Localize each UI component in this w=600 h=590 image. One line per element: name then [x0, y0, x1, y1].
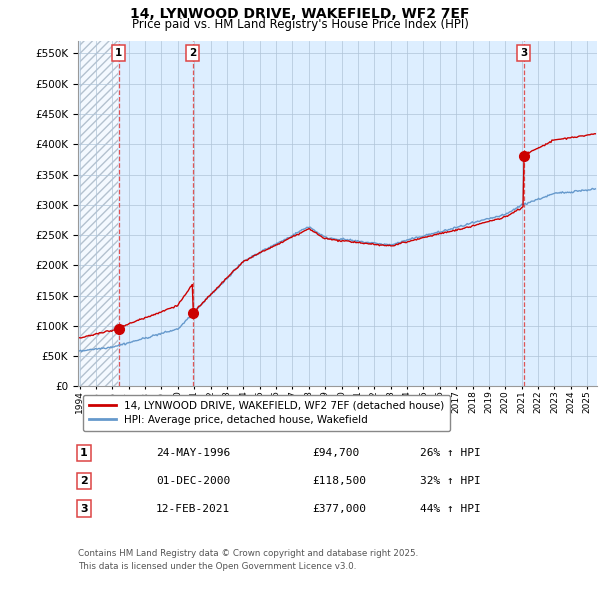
Text: 3: 3 — [80, 504, 88, 513]
Text: Contains HM Land Registry data © Crown copyright and database right 2025.: Contains HM Land Registry data © Crown c… — [78, 549, 418, 558]
Text: 2: 2 — [80, 476, 88, 486]
Text: 12-FEB-2021: 12-FEB-2021 — [156, 504, 230, 513]
Text: 32% ↑ HPI: 32% ↑ HPI — [420, 476, 481, 486]
Text: 14, LYNWOOD DRIVE, WAKEFIELD, WF2 7EF: 14, LYNWOOD DRIVE, WAKEFIELD, WF2 7EF — [130, 7, 470, 21]
Legend: 14, LYNWOOD DRIVE, WAKEFIELD, WF2 7EF (detached house), HPI: Average price, deta: 14, LYNWOOD DRIVE, WAKEFIELD, WF2 7EF (d… — [83, 395, 451, 431]
Text: 1: 1 — [115, 48, 122, 58]
Text: 44% ↑ HPI: 44% ↑ HPI — [420, 504, 481, 513]
Text: Price paid vs. HM Land Registry's House Price Index (HPI): Price paid vs. HM Land Registry's House … — [131, 18, 469, 31]
Text: 2: 2 — [190, 48, 197, 58]
Text: 26% ↑ HPI: 26% ↑ HPI — [420, 448, 481, 458]
Text: 24-MAY-1996: 24-MAY-1996 — [156, 448, 230, 458]
Text: 1: 1 — [80, 448, 88, 458]
Text: £94,700: £94,700 — [312, 448, 359, 458]
Text: 3: 3 — [520, 48, 527, 58]
Text: 01-DEC-2000: 01-DEC-2000 — [156, 476, 230, 486]
Text: £377,000: £377,000 — [312, 504, 366, 513]
Text: £118,500: £118,500 — [312, 476, 366, 486]
Text: This data is licensed under the Open Government Licence v3.0.: This data is licensed under the Open Gov… — [78, 562, 356, 571]
